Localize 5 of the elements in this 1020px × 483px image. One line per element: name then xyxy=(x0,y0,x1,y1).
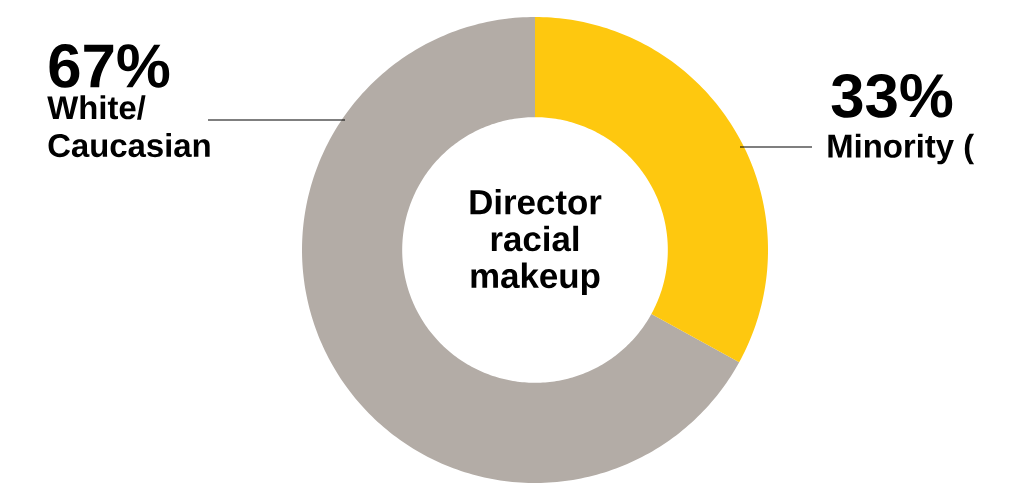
slice-label: Minority ( xyxy=(828,133,975,165)
data-label: 67% xyxy=(49,44,170,88)
slice-label: White/ Caucasian xyxy=(47,95,210,158)
data-label: 33% xyxy=(831,73,953,118)
text: Director racial makeup xyxy=(470,188,602,296)
